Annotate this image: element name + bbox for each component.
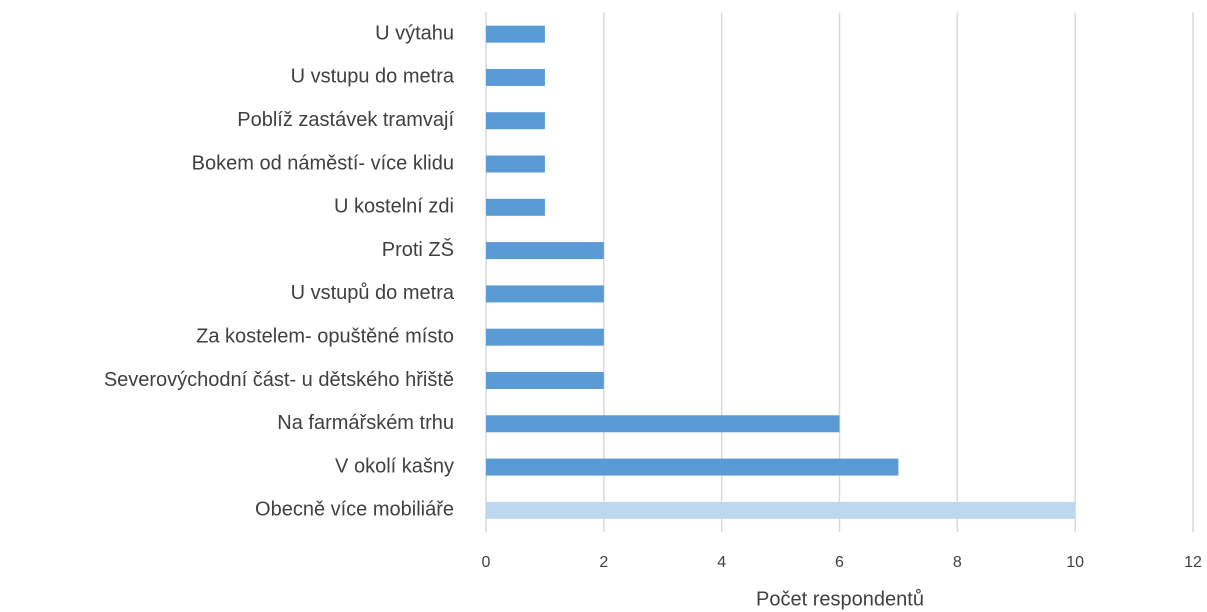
bar	[486, 501, 1076, 519]
bar	[486, 242, 604, 260]
bar	[486, 458, 899, 476]
x-tick-label: 4	[717, 554, 726, 571]
bar	[486, 371, 604, 389]
bar	[486, 68, 545, 86]
bar	[486, 415, 840, 433]
y-tick-label: U vstupu do metra	[291, 66, 455, 88]
y-tick-label: Proti ZŠ	[382, 238, 454, 261]
x-tick-label: 8	[953, 554, 962, 571]
y-tick-label: Poblíž zastávek tramvají	[237, 109, 454, 131]
y-tick-label: U vstupů do metra	[291, 282, 455, 304]
y-tick-label: Na farmářském trhu	[277, 412, 454, 434]
bar	[486, 285, 604, 303]
y-tick-label: Obecně více mobiliáře	[255, 499, 454, 521]
y-tick-label: U výtahu	[375, 22, 454, 44]
x-tick-label: 6	[835, 554, 844, 571]
bar	[486, 198, 545, 216]
x-tick-label: 10	[1066, 554, 1084, 571]
y-tick-label: Severovýchodní část- u dětského hřiště	[104, 369, 454, 391]
y-tick-label: Za kostelem- opuštěné místo	[196, 325, 454, 347]
bar	[486, 328, 604, 346]
x-tick-label: 12	[1184, 554, 1202, 571]
x-tick-label: 0	[482, 554, 491, 571]
y-tick-label: Bokem od náměstí- více klidu	[192, 152, 454, 174]
y-tick-label: U kostelní zdi	[334, 196, 454, 218]
x-axis-label: Počet respondentů	[756, 588, 924, 610]
y-tick-label: V okolí kašny	[335, 455, 454, 477]
bar	[486, 112, 545, 130]
x-tick-label: 2	[599, 554, 608, 571]
bar	[486, 25, 545, 43]
bar	[486, 155, 545, 173]
